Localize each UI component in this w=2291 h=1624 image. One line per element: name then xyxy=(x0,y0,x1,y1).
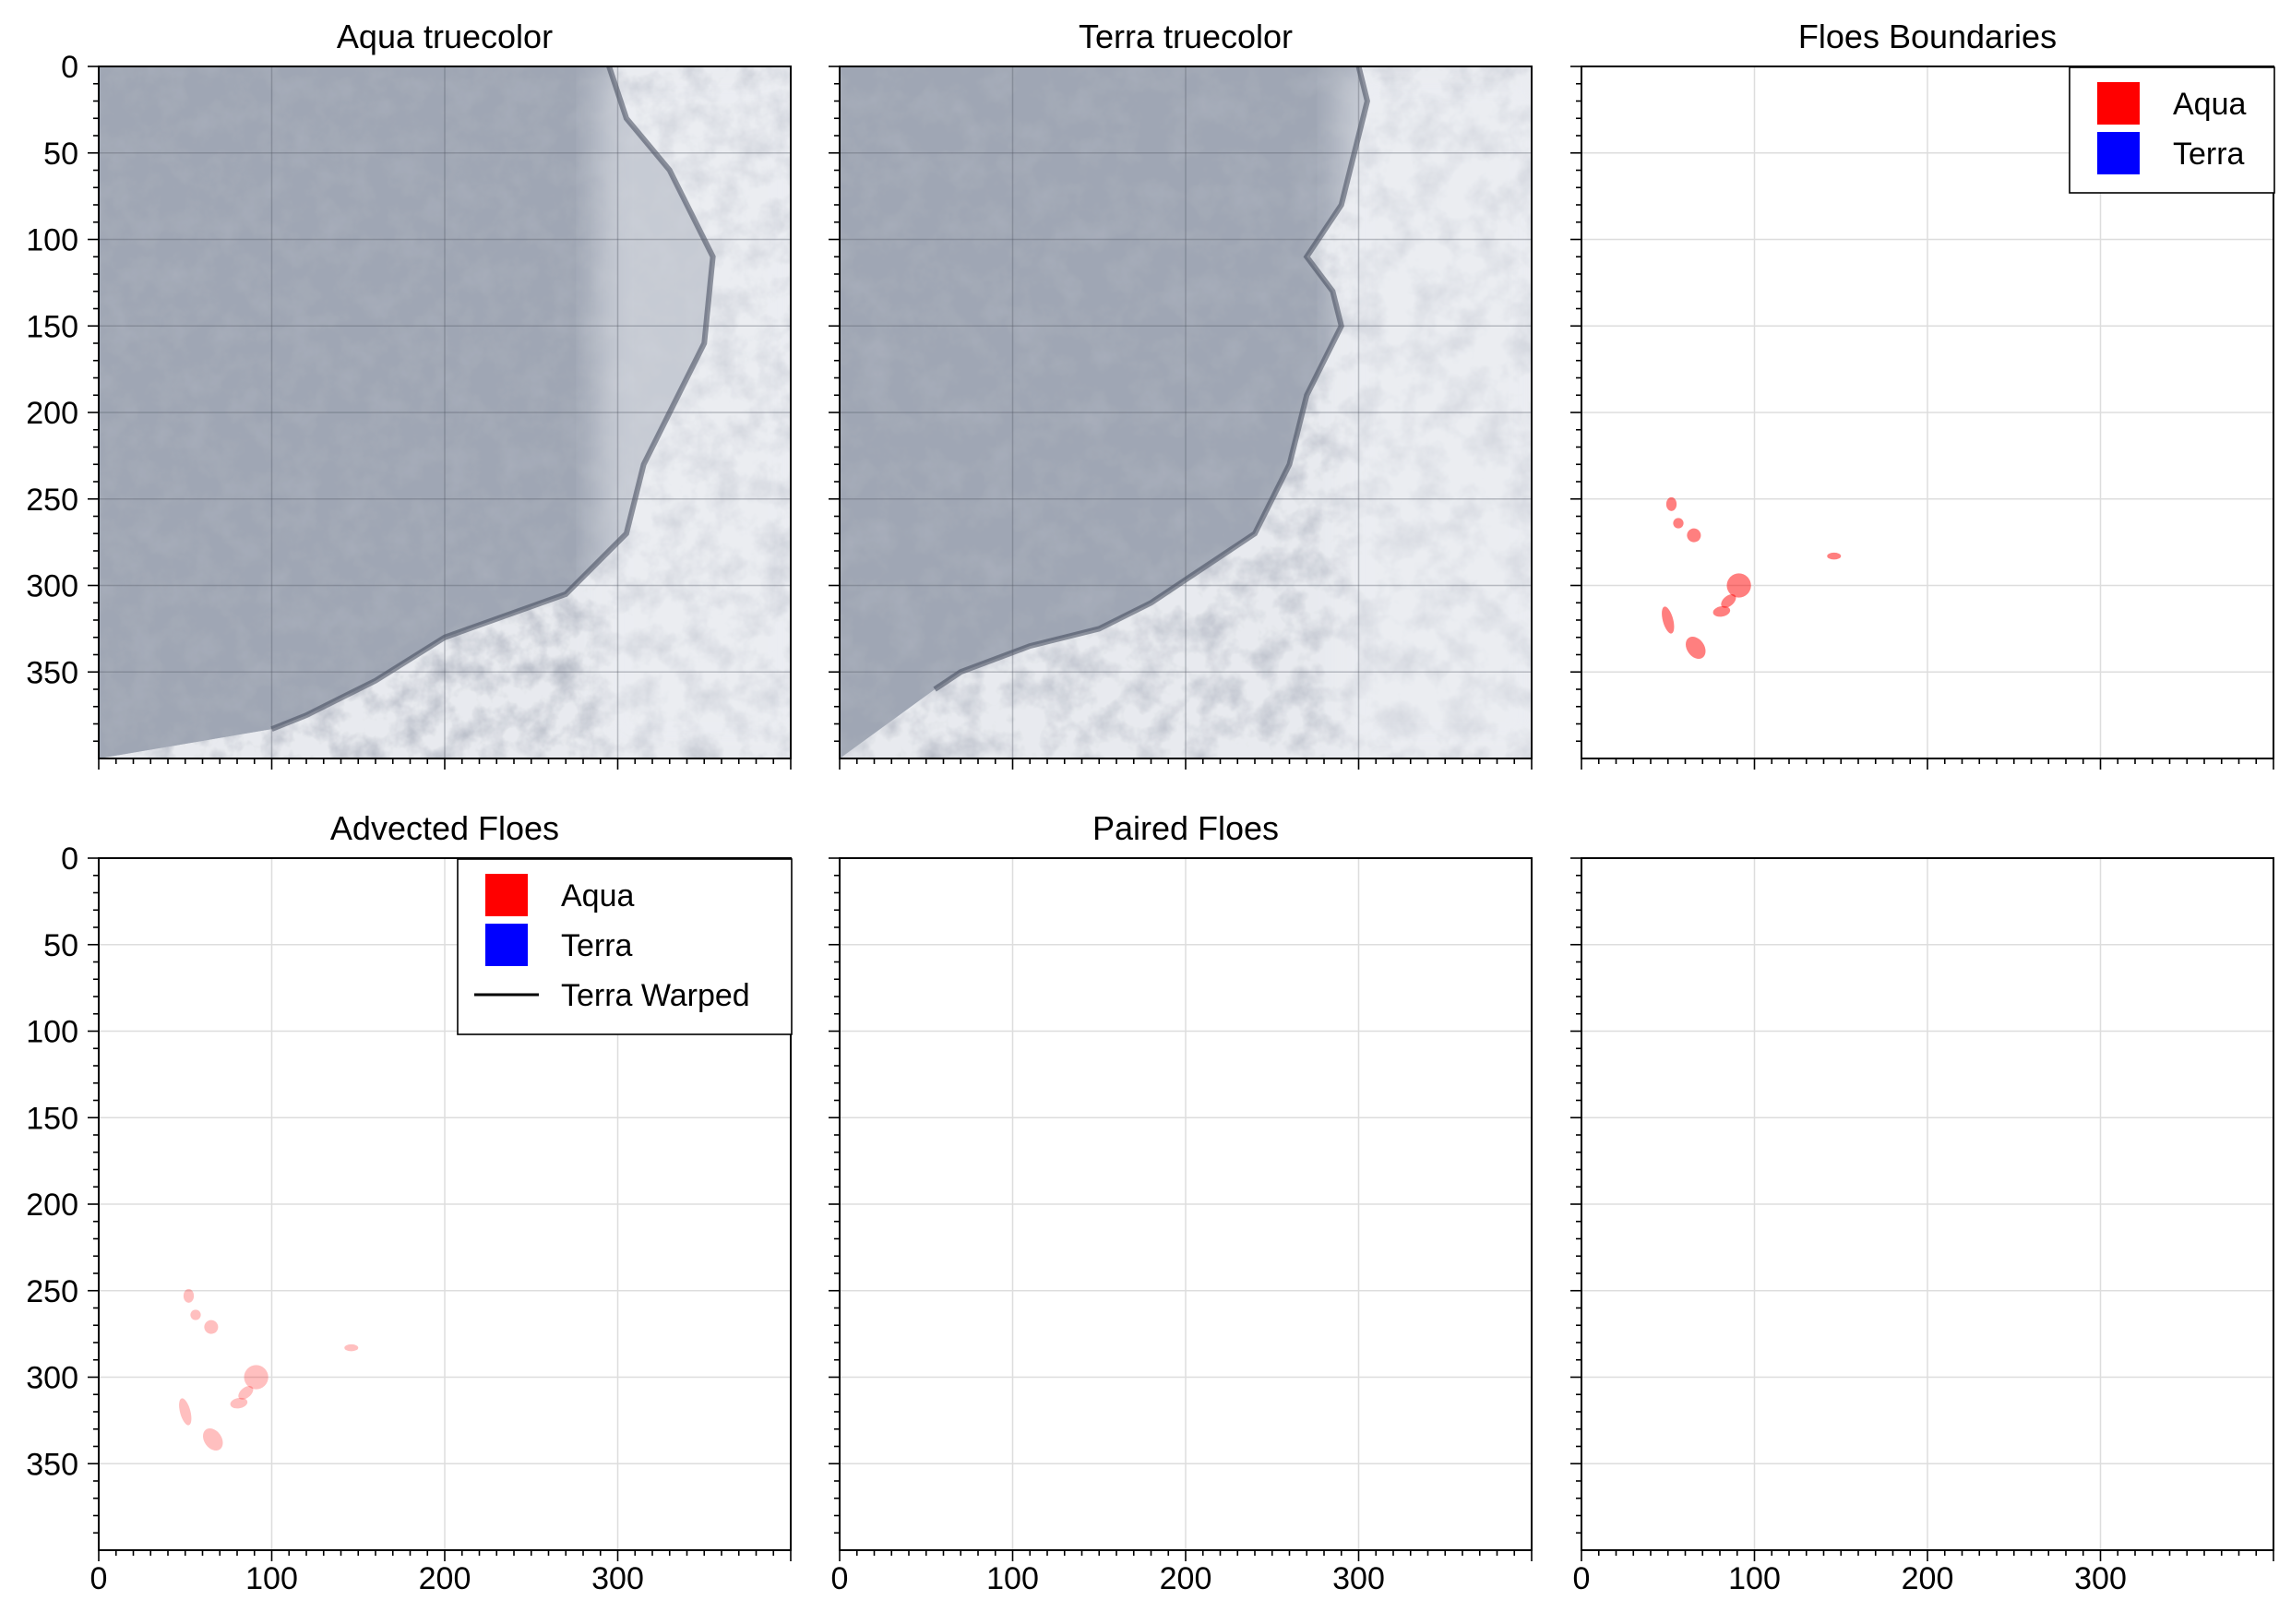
floe-marker xyxy=(1827,552,1842,560)
y-tick-label: 250 xyxy=(26,1274,78,1309)
panel-empty: 0 100 200 300 xyxy=(1570,857,2274,1596)
x-tick-label: 0 xyxy=(90,1561,108,1596)
y-tick-label: 150 xyxy=(26,309,78,344)
floe-marker xyxy=(1712,605,1731,617)
legend-label: Terra Warped xyxy=(561,978,750,1013)
ticks xyxy=(829,66,1533,770)
ticks xyxy=(829,857,1533,1561)
y-tick-label: 100 xyxy=(26,1015,78,1050)
gridlines xyxy=(840,66,1532,758)
panel-title: Advected Floes xyxy=(330,809,559,847)
floe-marker xyxy=(1665,496,1677,511)
gridlines xyxy=(99,66,791,758)
legend-label: Terra xyxy=(2173,137,2245,172)
gridlines xyxy=(1581,858,2273,1550)
series-aqua xyxy=(179,1288,359,1451)
x-tick-label: 100 xyxy=(245,1561,298,1596)
y-tick-label: 300 xyxy=(26,1361,78,1396)
panel-terra: Terra truecolor xyxy=(829,18,1533,770)
x-tick-label: 300 xyxy=(2074,1561,2127,1596)
satellite-image xyxy=(99,66,791,758)
panel-paired_floes: 0 100 200 300 Paired Floes xyxy=(829,809,1533,1596)
floe-marker xyxy=(183,1288,195,1303)
floe-marker xyxy=(1662,606,1675,634)
series-aqua xyxy=(1662,496,1842,660)
legend-swatch xyxy=(2097,82,2140,125)
legend-swatch xyxy=(2097,132,2140,174)
coastline xyxy=(270,66,716,732)
gridlines xyxy=(840,858,1532,1550)
panel-advected_floes: 0 100 200 300 0 50 100 150 200 250 300 350 Advected … xyxy=(26,809,793,1596)
y-tick-label: 350 xyxy=(26,1447,78,1482)
x-tick-label: 0 xyxy=(831,1561,849,1596)
y-tick-label: 300 xyxy=(26,569,78,604)
y-tick-label: 0 xyxy=(61,50,78,85)
y-tick-label: 350 xyxy=(26,655,78,690)
y-tick-label: 50 xyxy=(43,928,78,963)
ticks xyxy=(1570,66,2274,770)
legend-swatch xyxy=(485,874,528,916)
y-tick-label: 200 xyxy=(26,1188,78,1223)
x-tick-label: 200 xyxy=(1160,1561,1212,1596)
ticks xyxy=(88,66,792,770)
x-tick-label: 300 xyxy=(591,1561,644,1596)
floe-marker xyxy=(1685,636,1706,660)
legend: Aqua Terra Terra Warped xyxy=(457,858,793,1035)
haze-overlay xyxy=(840,66,1367,758)
x-tick-label: 100 xyxy=(986,1561,1039,1596)
x-tick-label: 200 xyxy=(1902,1561,1954,1596)
panel-title: Paired Floes xyxy=(1092,809,1279,847)
ticks xyxy=(88,857,792,1561)
y-tick-label: 150 xyxy=(26,1101,78,1136)
cloud-bank xyxy=(597,66,791,758)
floe-marker xyxy=(1673,518,1684,529)
y-tick-label: 100 xyxy=(26,223,78,258)
x-tick-label: 300 xyxy=(1332,1561,1385,1596)
legend-swatch xyxy=(485,924,528,966)
legend-label: Aqua xyxy=(561,878,634,914)
y-tick-label: 50 xyxy=(43,137,78,172)
legend-label: Aqua xyxy=(2173,87,2246,122)
panel-title: Aqua truecolor xyxy=(337,18,553,55)
floe-marker xyxy=(202,1427,223,1451)
floe-marker xyxy=(1721,593,1736,608)
panel-aqua: 0 50 100 150 200 250 300 350 Aqua truecolor xyxy=(26,18,792,770)
y-tick-label: 200 xyxy=(26,396,78,431)
floe-marker xyxy=(204,1320,219,1334)
floe-marker xyxy=(230,1397,248,1409)
panel-title: Floes Boundaries xyxy=(1798,18,2057,55)
legend: Aqua Terra xyxy=(2069,66,2275,194)
floe-marker xyxy=(1687,528,1701,543)
ticks xyxy=(1570,857,2274,1561)
x-tick-label: 0 xyxy=(1573,1561,1591,1596)
panel-title: Terra truecolor xyxy=(1079,18,1293,55)
floe-marker xyxy=(344,1343,359,1352)
x-tick-label: 100 xyxy=(1728,1561,1781,1596)
panel-floes_boundaries: Floes Boundaries Aqua Terra xyxy=(1570,18,2275,770)
floe-marker xyxy=(238,1385,254,1400)
haze-overlay xyxy=(99,66,713,758)
satellite-image xyxy=(840,66,1532,758)
legend-label: Terra xyxy=(561,928,633,963)
x-tick-label: 200 xyxy=(419,1561,471,1596)
coastline xyxy=(933,66,1370,692)
cloud-bank xyxy=(1338,66,1532,758)
y-tick-label: 250 xyxy=(26,483,78,518)
y-tick-label: 0 xyxy=(61,842,78,877)
floe-marker xyxy=(190,1309,201,1320)
floe-marker xyxy=(179,1398,192,1426)
floe-marker xyxy=(244,1365,268,1390)
floe-marker xyxy=(1726,573,1751,598)
